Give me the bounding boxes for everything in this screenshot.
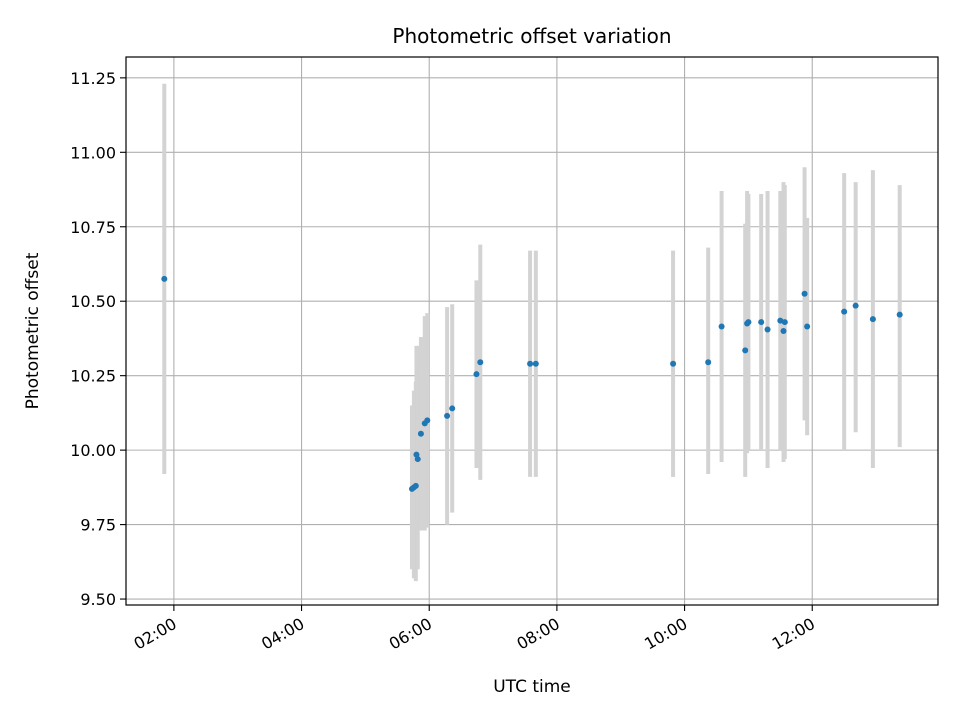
data-point xyxy=(417,430,424,437)
data-point xyxy=(705,359,712,366)
data-point xyxy=(161,275,168,282)
data-point xyxy=(764,326,771,333)
data-point xyxy=(670,360,677,367)
y-tick-label: 10.50 xyxy=(70,292,116,311)
data-point xyxy=(742,347,749,354)
data-point xyxy=(532,360,539,367)
data-point xyxy=(449,405,456,412)
y-tick-label: 10.00 xyxy=(70,441,116,460)
data-point xyxy=(473,371,480,378)
data-point xyxy=(718,323,725,330)
data-point xyxy=(801,290,808,297)
data-point xyxy=(869,316,876,323)
data-point xyxy=(412,482,419,489)
chart-title: Photometric offset variation xyxy=(392,24,671,48)
y-tick-label: 11.25 xyxy=(70,69,116,88)
plot-frame xyxy=(125,56,939,606)
y-tick-label: 10.25 xyxy=(70,367,116,386)
data-point xyxy=(477,359,484,366)
data-points xyxy=(161,275,903,492)
y-tick-label: 9.75 xyxy=(80,516,116,535)
y-tick-label: 9.50 xyxy=(80,590,116,609)
data-point xyxy=(804,323,811,330)
data-point xyxy=(781,319,788,326)
data-point xyxy=(444,412,451,419)
y-tick-label: 10.75 xyxy=(70,218,116,237)
x-axis-label: UTC time xyxy=(493,677,571,697)
data-point xyxy=(780,328,787,334)
data-point xyxy=(896,311,903,318)
data-point xyxy=(745,319,752,326)
y-axis: 9.50 9.75 10.00 10.25 10.50 10.75 11.00 11.25 xyxy=(70,69,126,609)
y-tick-label: 11.00 xyxy=(70,143,116,162)
data-point xyxy=(852,302,859,309)
data-point xyxy=(414,456,421,463)
y-axis-label: Photometric offset xyxy=(23,252,43,409)
data-point xyxy=(841,308,848,315)
data-point xyxy=(424,417,431,424)
data-point xyxy=(527,360,534,367)
data-point xyxy=(758,319,765,326)
